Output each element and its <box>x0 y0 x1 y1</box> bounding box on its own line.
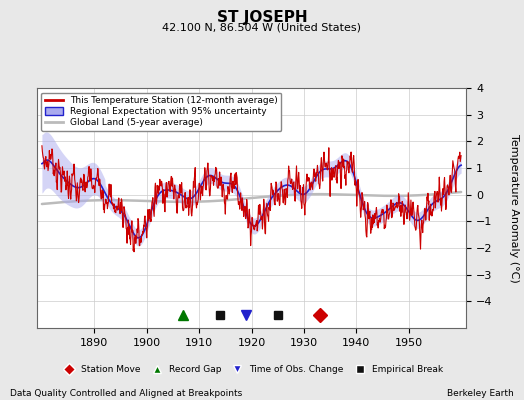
Legend: Station Move, Record Gap, Time of Obs. Change, Empirical Break: Station Move, Record Gap, Time of Obs. C… <box>58 363 445 377</box>
Text: 42.100 N, 86.504 W (United States): 42.100 N, 86.504 W (United States) <box>162 22 362 32</box>
Text: Berkeley Earth: Berkeley Earth <box>447 389 514 398</box>
Legend: This Temperature Station (12-month average), Regional Expectation with 95% uncer: This Temperature Station (12-month avera… <box>41 92 281 131</box>
Y-axis label: Temperature Anomaly (°C): Temperature Anomaly (°C) <box>509 134 519 282</box>
Text: ST JOSEPH: ST JOSEPH <box>217 10 307 25</box>
Text: Data Quality Controlled and Aligned at Breakpoints: Data Quality Controlled and Aligned at B… <box>10 389 243 398</box>
